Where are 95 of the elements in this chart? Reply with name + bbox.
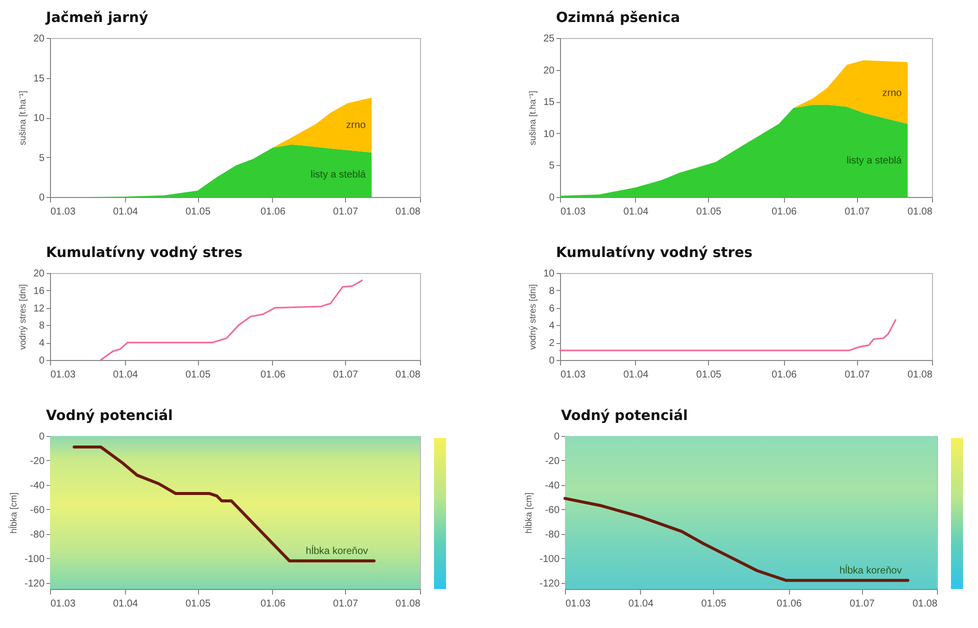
x-tick-label: 01.07 <box>333 206 358 218</box>
x-tick-label: 01.05 <box>696 206 722 218</box>
x-tick-label: 01.03 <box>50 370 76 380</box>
y-tick-label: -20 <box>545 456 560 467</box>
y-axis-title: vodný stres [dni] <box>527 284 538 350</box>
y-tick-label: 0 <box>38 356 45 366</box>
line-series <box>100 280 363 361</box>
y-tick-label: 15 <box>543 97 555 108</box>
series-label: listy a steblá <box>846 155 902 166</box>
chart-title: Vodný potenciál <box>46 408 173 424</box>
x-tick-label: 01.06 <box>260 598 286 610</box>
chart-title: Ozimná pšenica <box>556 10 680 26</box>
y-tick-label: 20 <box>33 34 45 44</box>
y-tick-label: 5 <box>548 160 555 172</box>
series-label: listy a steblá <box>310 170 366 181</box>
x-tick-label: 01.06 <box>772 206 798 218</box>
line-series <box>72 446 376 562</box>
x-tick-label: 01.07 <box>333 370 358 380</box>
y-tick-label: 20 <box>33 268 45 280</box>
x-tick-label: 01.04 <box>112 370 138 380</box>
y-tick-label: 0 <box>38 192 45 204</box>
y-tick-label: 5 <box>38 152 45 164</box>
x-tick-label: 01.08 <box>395 598 421 610</box>
y-tick-label: 0 <box>554 432 560 442</box>
y-tick-label: 8 <box>38 320 45 332</box>
y-tick-label: 10 <box>543 128 555 140</box>
x-tick-label: 01.04 <box>112 206 138 218</box>
y-tick-label: 6 <box>548 303 555 314</box>
chart-title: Kumulatívny vodný stres <box>46 245 242 261</box>
x-tick-label: 01.03 <box>50 598 76 610</box>
line-series <box>564 496 910 582</box>
x-tick-label: 01.04 <box>112 598 138 610</box>
chart-title: Kumulatívny vodný stres <box>556 245 752 261</box>
x-tick-label: 01.04 <box>628 598 654 610</box>
y-tick-label: 0 <box>38 432 45 442</box>
x-tick-label: 01.07 <box>333 598 358 610</box>
series-label: zrno <box>882 88 902 100</box>
y-tick-label: 2 <box>548 338 555 350</box>
y-tick-label: 4 <box>38 338 45 350</box>
y-tick-label: -100 <box>539 554 560 565</box>
y-tick-label: 25 <box>543 34 555 44</box>
y-tick-label: 15 <box>33 73 45 84</box>
x-tick-label: 01.07 <box>844 370 870 380</box>
x-tick-label: 01.03 <box>566 598 591 610</box>
x-tick-label: 01.03 <box>560 206 586 218</box>
line-series <box>559 319 896 352</box>
x-tick-label: 01.07 <box>844 206 870 218</box>
y-tick-label: -80 <box>545 529 560 540</box>
y-axis-title: vodný stres [dni] <box>17 284 28 350</box>
series-label: zrno <box>346 120 366 132</box>
x-tick-label: 01.05 <box>186 206 211 218</box>
x-tick-label: 01.04 <box>623 206 649 218</box>
series-label: hĺbka koreňov <box>840 563 902 576</box>
y-tick-label: -60 <box>545 504 560 516</box>
y-tick-label: 20 <box>543 65 555 76</box>
x-tick-label: 01.05 <box>186 370 211 380</box>
x-tick-label: 01.07 <box>850 598 876 610</box>
x-tick-label: 01.08 <box>907 206 933 218</box>
y-axis-title: sušina [t.ha⁻¹] <box>527 90 538 146</box>
x-tick-label: 01.06 <box>260 206 286 218</box>
y-tick-label: -80 <box>30 529 45 540</box>
x-tick-label: 01.08 <box>395 370 421 380</box>
x-tick-label: 01.08 <box>395 206 421 218</box>
y-tick-label: 10 <box>543 268 555 280</box>
x-tick-label: 01.05 <box>696 370 722 380</box>
y-tick-label: 0 <box>548 192 555 204</box>
x-tick-label: 01.06 <box>772 370 798 380</box>
x-tick-label: 01.06 <box>260 370 286 380</box>
y-tick-label: -20 <box>30 456 45 467</box>
y-tick-label: -40 <box>30 480 45 492</box>
y-axis-title: hĺbka [cm] <box>522 492 534 534</box>
y-tick-label: 8 <box>548 286 555 297</box>
x-tick-label: 01.03 <box>50 206 76 218</box>
y-tick-label: -100 <box>24 554 45 565</box>
chart-title: Vodný potenciál <box>561 408 688 424</box>
y-tick-label: 10 <box>33 113 45 124</box>
y-tick-label: -40 <box>545 480 560 492</box>
y-tick-label: 12 <box>33 303 45 314</box>
y-tick-label: -60 <box>30 504 45 516</box>
x-tick-label: 01.03 <box>560 370 586 380</box>
series-label: hĺbka koreňov <box>306 544 368 557</box>
y-tick-label: 16 <box>33 286 45 297</box>
y-tick-label: -120 <box>539 578 560 590</box>
x-tick-label: 01.06 <box>776 598 802 610</box>
chart-title: Jačmeň jarný <box>45 10 148 26</box>
y-tick-label: 0 <box>548 356 555 366</box>
y-tick-label: 4 <box>548 320 555 332</box>
y-axis-title: sušina [t.ha⁻¹] <box>17 90 28 146</box>
x-tick-label: 01.05 <box>701 598 727 610</box>
y-axis-title: hĺbka [cm] <box>7 492 18 534</box>
x-tick-label: 01.04 <box>623 370 649 380</box>
x-tick-label: 01.08 <box>912 598 938 610</box>
x-tick-label: 01.05 <box>186 598 211 610</box>
x-tick-label: 01.08 <box>907 370 933 380</box>
y-tick-label: -120 <box>24 578 45 590</box>
